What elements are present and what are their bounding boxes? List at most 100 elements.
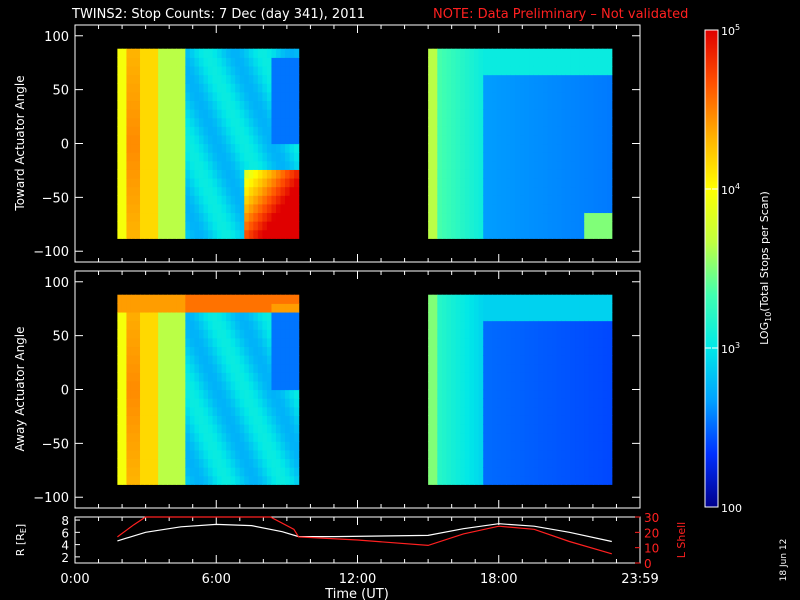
- heatmap-cell: [593, 423, 599, 434]
- heatmap-cell: [253, 337, 259, 348]
- heatmap-cell: [602, 467, 608, 477]
- heatmap-cell: [289, 467, 295, 477]
- heatmap-cell: [524, 475, 530, 485]
- heatmap-cell: [542, 423, 549, 434]
- heatmap-cell: [432, 449, 438, 460]
- heatmap-cell: [221, 195, 227, 205]
- heatmap-cell: [538, 169, 544, 179]
- heatmap-cell: [487, 109, 493, 119]
- heatmap-cell: [432, 355, 438, 365]
- heatmap-cell: [194, 195, 200, 205]
- heatmap-cell: [451, 346, 457, 356]
- heatmap-cell: [253, 415, 259, 425]
- heatmap-cell: [121, 126, 128, 136]
- heatmap-cell: [441, 117, 448, 127]
- heatmap-cell: [565, 423, 572, 434]
- heatmap-cell: [198, 160, 205, 170]
- heatmap-cell: [158, 109, 164, 119]
- heatmap-cell: [552, 337, 558, 348]
- heatmap-cell: [212, 143, 218, 153]
- heatmap-cell: [244, 303, 250, 313]
- heatmap-cell: [455, 57, 461, 67]
- heatmap-cell: [602, 441, 608, 451]
- heatmap-cell: [149, 329, 155, 339]
- heatmap-cell: [185, 380, 191, 391]
- heatmap-cell: [126, 475, 132, 485]
- heatmap-cell: [235, 65, 241, 76]
- heatmap-cell: [570, 83, 576, 93]
- heatmap-cell: [506, 57, 512, 67]
- heatmap-cell: [294, 389, 300, 399]
- heatmap-cell: [455, 221, 461, 231]
- heatmap-cell: [162, 134, 168, 145]
- heatmap-cell: [180, 203, 186, 214]
- heatmap-cell: [275, 109, 282, 119]
- heatmap-cell: [289, 329, 295, 339]
- y-tick-label: 0: [61, 384, 69, 399]
- heatmap-cell: [588, 186, 594, 196]
- heatmap-cell: [176, 91, 182, 102]
- heatmap-cell: [437, 389, 443, 399]
- heatmap-cell: [140, 389, 146, 399]
- heatmap-cell: [451, 398, 457, 408]
- heatmap-cell: [117, 117, 123, 127]
- heatmap-cell: [212, 441, 218, 451]
- heatmap-cell: [130, 380, 137, 391]
- heatmap-cell: [570, 117, 576, 127]
- heatmap-cell: [492, 91, 498, 102]
- heatmap-cell: [501, 160, 507, 170]
- heatmap-cell: [593, 467, 599, 477]
- heatmap-cell: [579, 229, 585, 239]
- heatmap-cell: [194, 152, 200, 162]
- heatmap-cell: [230, 329, 236, 339]
- heatmap-cell: [194, 57, 200, 67]
- heatmap-cell: [158, 212, 164, 222]
- heatmap-cell: [167, 372, 173, 382]
- heatmap-cell: [464, 57, 471, 67]
- away-ylabel: Away Actuator Angle: [13, 326, 27, 451]
- heatmap-cell: [262, 449, 268, 460]
- heatmap-cell: [533, 83, 539, 93]
- heatmap-cell: [593, 203, 599, 214]
- heatmap-cell: [208, 423, 214, 434]
- heatmap-cell: [212, 389, 218, 399]
- heatmap-cell: [153, 415, 159, 425]
- heatmap-cell: [244, 467, 250, 477]
- heatmap-cell: [144, 363, 150, 373]
- heatmap-cell: [285, 406, 291, 416]
- heatmap-cell: [584, 229, 590, 239]
- heatmap-cell: [230, 74, 236, 84]
- orbit-right-tick-label: 20: [644, 526, 659, 540]
- heatmap-cell: [492, 449, 498, 460]
- heatmap-cell: [496, 83, 503, 93]
- heatmap-cell: [162, 91, 168, 102]
- heatmap-cell: [271, 221, 277, 231]
- heatmap-cell: [176, 169, 182, 179]
- heatmap-cell: [285, 186, 291, 196]
- heatmap-cell: [253, 320, 259, 330]
- heatmap-cell: [271, 152, 277, 162]
- heatmap-cell: [275, 186, 282, 196]
- heatmap-cell: [117, 432, 123, 442]
- heatmap-cell: [230, 398, 236, 408]
- heatmap-cell: [180, 48, 186, 58]
- heatmap-cell: [162, 355, 168, 365]
- heatmap-cell: [257, 372, 263, 382]
- heatmap-cell: [496, 372, 503, 382]
- heatmap-cell: [294, 303, 300, 313]
- heatmap-cell: [171, 363, 177, 373]
- heatmap-cell: [552, 100, 558, 110]
- heatmap-cell: [533, 160, 539, 170]
- heatmap-cell: [464, 212, 471, 222]
- heatmap-cell: [538, 320, 544, 330]
- heatmap-cell: [244, 346, 250, 356]
- heatmap-cell: [579, 203, 585, 214]
- heatmap-cell: [487, 337, 493, 348]
- heatmap-cell: [510, 458, 516, 468]
- heatmap-cell: [162, 337, 168, 348]
- heatmap-cell: [239, 363, 245, 373]
- heatmap-cell: [561, 134, 567, 145]
- heatmap-cell: [607, 48, 613, 58]
- heatmap-cell: [262, 48, 268, 58]
- heatmap-cell: [524, 311, 530, 322]
